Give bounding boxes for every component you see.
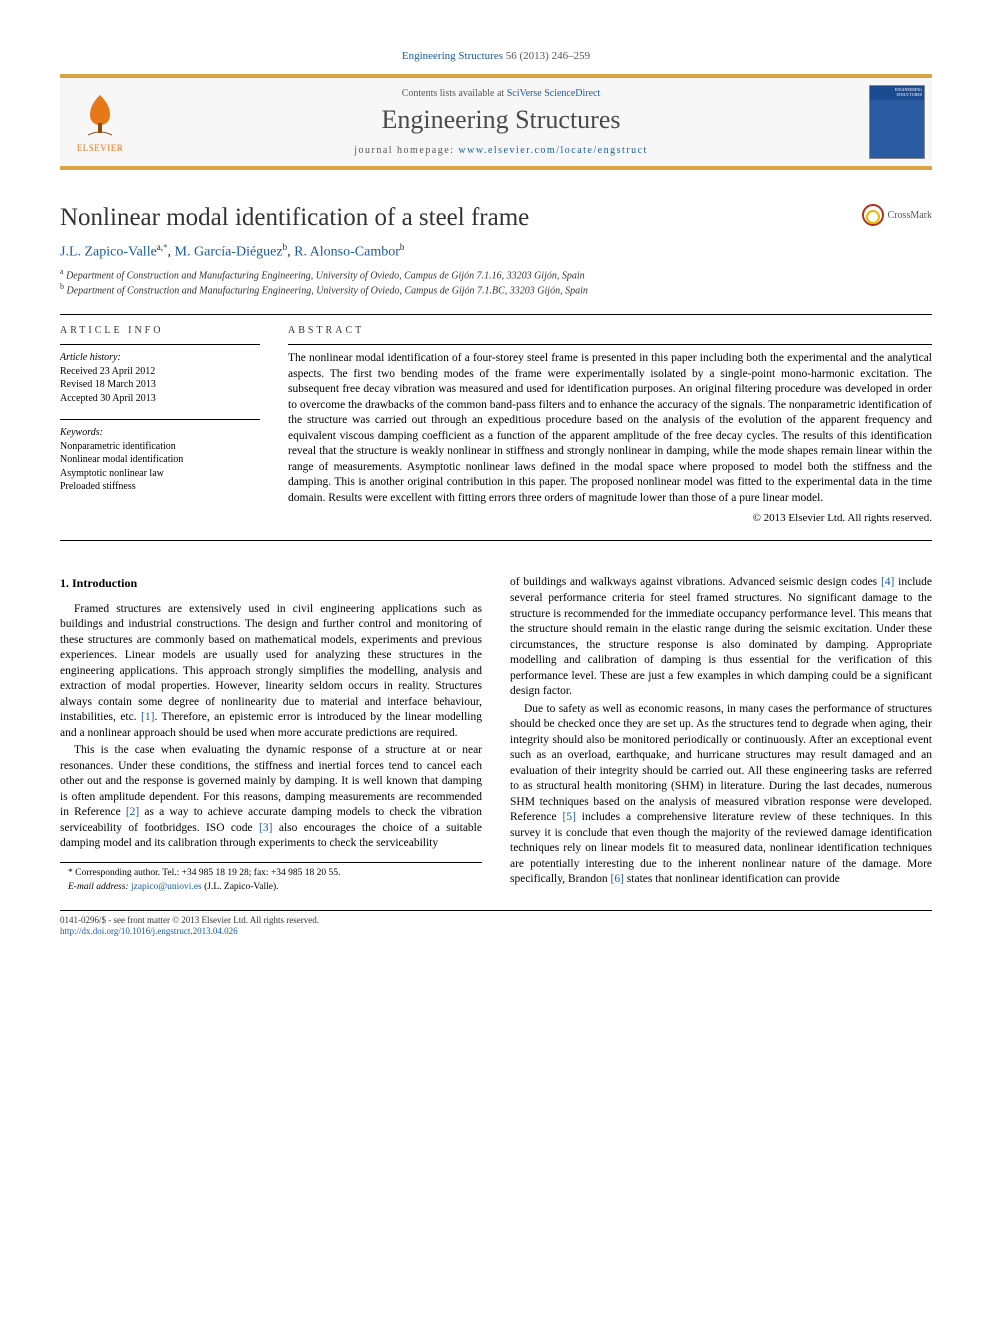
contents-lists-line: Contents lists available at SciVerse Sci… xyxy=(148,88,854,99)
author-3-aff: b xyxy=(400,242,405,252)
crossmark-badge-group[interactable]: CrossMark xyxy=(862,204,932,226)
body-text: of buildings and walkways against vibrat… xyxy=(510,576,881,588)
contents-prefix: Contents lists available at xyxy=(402,88,507,99)
article-info-heading: ARTICLE INFO xyxy=(60,325,260,336)
affiliation-a: a Department of Construction and Manufac… xyxy=(60,267,932,283)
body-paragraph: Framed structures are extensively used i… xyxy=(60,602,482,742)
body-text: Framed structures are extensively used i… xyxy=(60,603,482,724)
journal-cover-cell: ENGINEERING STRUCTURES xyxy=(862,78,932,166)
corresponding-author-footnote: * Corresponding author. Tel.: +34 985 18… xyxy=(60,862,482,894)
crossmark-icon xyxy=(862,204,884,226)
author-sep: , xyxy=(168,245,175,260)
crossmark-label: CrossMark xyxy=(888,210,932,221)
cover-title: ENGINEERING STRUCTURES xyxy=(872,87,922,97)
header-center: Contents lists available at SciVerse Sci… xyxy=(140,78,862,166)
info-abstract-row: ARTICLE INFO Article history: Received 2… xyxy=(60,325,932,524)
author-2[interactable]: M. García-Diéguez xyxy=(175,245,283,260)
elsevier-logo-cell: ELSEVIER xyxy=(60,78,140,166)
journal-header-box: ELSEVIER Contents lists available at Sci… xyxy=(60,74,932,170)
email-link[interactable]: jzapico@uniovi.es xyxy=(131,882,202,892)
journal-homepage-line: journal homepage: www.elsevier.com/locat… xyxy=(148,145,854,156)
doi-link[interactable]: http://dx.doi.org/10.1016/j.engstruct.20… xyxy=(60,926,238,936)
title-row: Nonlinear modal identification of a stee… xyxy=(60,204,932,232)
journal-homepage-link[interactable]: www.elsevier.com/locate/engstruct xyxy=(458,145,647,156)
keyword: Nonlinear modal identification xyxy=(60,454,183,465)
email-line: E-mail address: jzapico@uniovi.es (J.L. … xyxy=(60,881,482,893)
article-history-block: Article history: Received 23 April 2012 … xyxy=(60,344,260,405)
body-paragraph: Due to safety as well as economic reason… xyxy=(510,702,932,888)
abstract-text: The nonlinear modal identification of a … xyxy=(288,344,932,506)
homepage-prefix: journal homepage: xyxy=(354,145,458,156)
abstract-column: ABSTRACT The nonlinear modal identificat… xyxy=(288,325,932,524)
article-info-column: ARTICLE INFO Article history: Received 2… xyxy=(60,325,260,524)
body-text: include several performance criteria for… xyxy=(510,576,932,697)
body-two-columns: 1. Introduction Framed structures are ex… xyxy=(60,575,932,893)
ref-link-3[interactable]: [3] xyxy=(259,822,272,834)
email-who: (J.L. Zapico-Valle). xyxy=(202,882,279,892)
abstract-copyright: © 2013 Elsevier Ltd. All rights reserved… xyxy=(288,512,932,524)
corr-author-line: * Corresponding author. Tel.: +34 985 18… xyxy=(60,867,482,879)
body-paragraph: of buildings and walkways against vibrat… xyxy=(510,575,932,699)
elsevier-tree-icon xyxy=(76,91,124,139)
ref-link-2[interactable]: [2] xyxy=(126,806,139,818)
ref-link-1[interactable]: [1] xyxy=(141,711,154,723)
section-divider xyxy=(60,540,932,541)
citation-journal-link[interactable]: Engineering Structures xyxy=(402,50,503,62)
author-1[interactable]: J.L. Zapico-Valle xyxy=(60,245,157,260)
sciencedirect-link[interactable]: SciVerse ScienceDirect xyxy=(507,88,601,99)
affiliation-b: b Department of Construction and Manufac… xyxy=(60,282,932,298)
elsevier-label: ELSEVIER xyxy=(68,143,132,153)
revised-date: Revised 18 March 2013 xyxy=(60,379,156,390)
author-3[interactable]: R. Alonso-Cambor xyxy=(294,245,400,260)
section-heading: 1. Introduction xyxy=(60,575,482,591)
keywords-label: Keywords: xyxy=(60,427,103,438)
keywords-block: Keywords: Nonparametric identification N… xyxy=(60,419,260,494)
affiliations: a Department of Construction and Manufac… xyxy=(60,267,932,299)
history-label: Article history: xyxy=(60,352,121,363)
journal-name: Engineering Structures xyxy=(148,105,854,135)
issn-line: 0141-0296/$ - see front matter © 2013 El… xyxy=(60,915,932,927)
ref-link-5[interactable]: [5] xyxy=(562,811,575,823)
citation-ref: 56 (2013) 246–259 xyxy=(503,50,590,62)
keyword: Preloaded stiffness xyxy=(60,481,136,492)
citation-line: Engineering Structures 56 (2013) 246–259 xyxy=(60,50,932,62)
email-label: E-mail address: xyxy=(68,882,131,892)
authors-line: J.L. Zapico-Vallea,*, M. García-Diéguezb… xyxy=(60,242,932,261)
keyword: Nonparametric identification xyxy=(60,441,176,452)
ref-link-6[interactable]: [6] xyxy=(611,873,624,885)
page: Engineering Structures 56 (2013) 246–259… xyxy=(0,0,992,978)
body-text: states that nonlinear identification can… xyxy=(624,873,840,885)
footer-line: 0141-0296/$ - see front matter © 2013 El… xyxy=(60,910,932,938)
body-paragraph: This is the case when evaluating the dyn… xyxy=(60,743,482,852)
ref-link-4[interactable]: [4] xyxy=(881,576,894,588)
accepted-date: Accepted 30 April 2013 xyxy=(60,393,156,404)
received-date: Received 23 April 2012 xyxy=(60,366,155,377)
abstract-heading: ABSTRACT xyxy=(288,325,932,336)
article-title: Nonlinear modal identification of a stee… xyxy=(60,204,862,232)
keyword: Asymptotic nonlinear law xyxy=(60,468,164,479)
journal-cover-thumbnail: ENGINEERING STRUCTURES xyxy=(869,85,925,159)
body-text: Due to safety as well as economic reason… xyxy=(510,703,932,824)
section-divider xyxy=(60,314,932,315)
